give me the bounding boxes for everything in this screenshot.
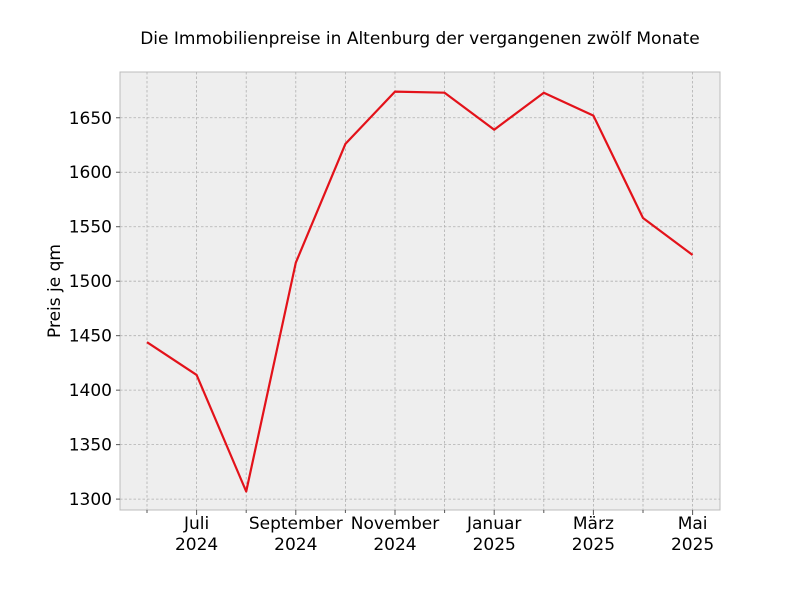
x-tick-label-month: Mai bbox=[678, 514, 708, 534]
series-layer bbox=[146, 90, 694, 493]
x-tick-label-year: 2025 bbox=[671, 535, 714, 555]
x-tick-label-year: 2025 bbox=[572, 535, 615, 555]
x-tick-label-month: Januar bbox=[466, 514, 521, 534]
x-tick-label-year: 2024 bbox=[175, 535, 218, 555]
x-tick-label-month: November bbox=[351, 514, 439, 534]
x-tick-label-year: 2024 bbox=[274, 535, 317, 555]
y-tick-label: 1450 bbox=[69, 327, 112, 347]
y-tick-label: 1550 bbox=[69, 218, 112, 238]
y-tick-label: 1500 bbox=[69, 272, 112, 292]
x-tick-label-month: Juli bbox=[183, 514, 209, 534]
y-axis-label: Preis je qm bbox=[45, 244, 65, 338]
y-tick-label: 1400 bbox=[69, 381, 112, 401]
x-tick-label-month: März bbox=[573, 514, 614, 534]
y-axis: 1300 1350 1400 1450 1500 1550 1600 1650 bbox=[69, 109, 120, 510]
chart-title: Die Immobilienpreise in Altenburg der ve… bbox=[140, 29, 700, 49]
y-tick-label: 1650 bbox=[69, 109, 112, 129]
x-axis: Juli2024September2024November2024Januar2… bbox=[146, 510, 714, 555]
y-tick-label: 1600 bbox=[69, 163, 112, 183]
x-tick-label-year: 2025 bbox=[473, 535, 516, 555]
series-line bbox=[146, 90, 694, 493]
x-tick-label-year: 2024 bbox=[373, 535, 416, 555]
y-tick-label: 1350 bbox=[69, 436, 112, 456]
y-tick-label: 1300 bbox=[69, 490, 112, 510]
x-tick-label-month: September bbox=[249, 514, 343, 534]
plot-area bbox=[119, 71, 721, 511]
